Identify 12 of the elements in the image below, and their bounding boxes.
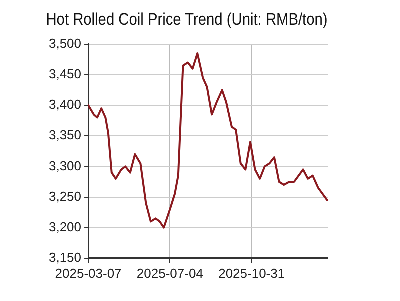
x-tick-label: 2025-03-07 (55, 266, 122, 281)
x-tick-label: 2025-07-04 (136, 266, 204, 281)
y-tick-label: 3,250 (48, 188, 82, 204)
y-tick-label: 3,350 (48, 128, 82, 143)
y-tick-label: 3,150 (48, 250, 82, 265)
y-tick-label: 3,400 (48, 97, 82, 112)
y-tick-label: 3,500 (48, 36, 82, 51)
x-tick-label: 2025-10-31 (218, 266, 286, 281)
chart-title: Hot Rolled Coil Price Trend (Unit: RMB/ton) (46, 10, 328, 30)
y-tick-label: 3,200 (48, 219, 82, 234)
y-tick-label: 3,300 (48, 158, 82, 174)
y-tick-label: 3,450 (48, 66, 82, 82)
